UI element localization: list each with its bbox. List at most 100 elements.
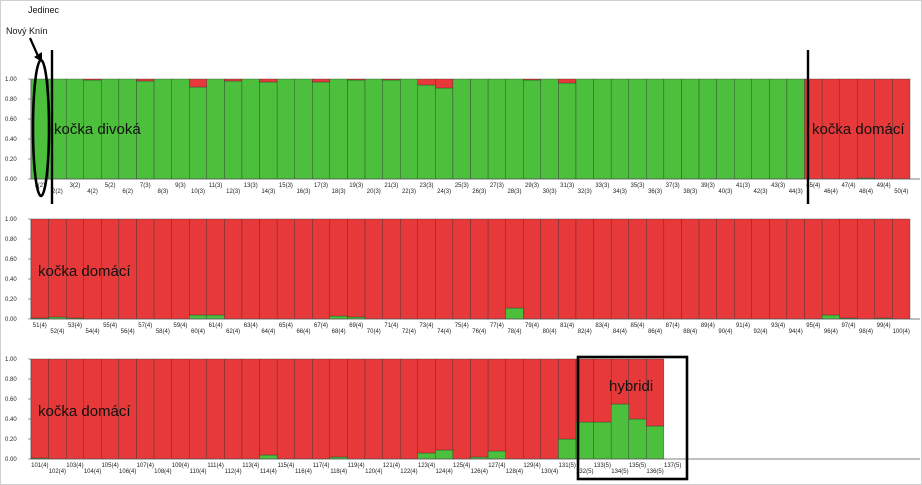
y-tick-label: 0.40 [5, 417, 17, 423]
bar-wild-35(3) [628, 78, 647, 180]
x-tick-label: 47(4) [841, 183, 855, 189]
x-tick-label: 77(4) [490, 323, 504, 329]
x-tick-label: 42(3) [754, 189, 768, 195]
x-tick-label: 18(3) [332, 189, 346, 195]
x-tick-label: 112(4) [225, 469, 242, 475]
x-tick-label: 62(4) [226, 329, 240, 335]
bar-wild-60(4) [189, 314, 207, 320]
bar-domestic-74(4) [435, 218, 454, 320]
bar-wild-114(4) [259, 454, 278, 460]
x-tick-label: 137(5) [664, 463, 681, 469]
bar-domestic-83(4) [593, 218, 612, 320]
bar-wild-96(4) [821, 314, 840, 320]
y-tick-label: 0.40 [5, 137, 17, 143]
bar-domestic-63(4) [241, 218, 260, 320]
bar-wild-32(3) [575, 78, 594, 180]
bar-domestic-31(3) [558, 78, 577, 84]
x-tick-label: 17(3) [314, 183, 328, 189]
x-tick-label: 32(3) [578, 189, 592, 195]
y-tick-label: 0.60 [5, 117, 17, 123]
x-tick-label: 129(4) [523, 463, 540, 469]
x-tick-label: 80(4) [543, 329, 557, 335]
y-tick-label: 0.20 [5, 297, 17, 303]
x-tick-label: 82(4) [578, 329, 592, 335]
note-line2: Nový Knín [6, 26, 48, 36]
bar-domestic-131(5) [558, 358, 577, 440]
x-tick-label: 45(4) [806, 183, 820, 189]
x-tick-label: 44(3) [789, 189, 803, 195]
x-tick-label: 113(4) [242, 463, 259, 469]
x-tick-label: 79(4) [525, 323, 539, 329]
bar-domestic-129(4) [523, 358, 541, 460]
x-tick-label: 102(4) [49, 469, 66, 475]
x-tick-label: 12(3) [226, 189, 240, 195]
bar-domestic-76(4) [470, 218, 489, 320]
bar-domestic-108(4) [153, 358, 172, 460]
y-tick-label: 0.80 [5, 237, 17, 243]
bar-domestic-92(4) [751, 218, 770, 320]
bar-domestic-100(4) [892, 218, 911, 320]
x-tick-label: 68(4) [332, 329, 346, 335]
pointer-arrow-line [28, 37, 40, 57]
x-tick-label: 69(4) [349, 323, 363, 329]
bar-domestic-70(4) [364, 218, 383, 320]
x-tick-label: 51(4) [33, 323, 47, 329]
bar-wild-34(3) [610, 78, 629, 180]
bar-wild-11(3) [206, 78, 225, 180]
bar-domestic-127(4) [487, 358, 506, 452]
x-tick-label: 67(4) [314, 323, 328, 329]
x-tick-label: 27(3) [490, 183, 504, 189]
x-tick-label: 23(3) [420, 183, 434, 189]
x-tick-label: 124(4) [435, 469, 452, 475]
bar-domestic-68(4) [329, 218, 348, 317]
bar-domestic-21(3) [382, 78, 401, 81]
bar-domestic-77(4) [487, 218, 506, 320]
x-tick-label: 34(3) [613, 189, 627, 195]
bar-wild-33(3) [593, 78, 612, 180]
hybrids-box [576, 355, 689, 481]
bar-domestic-136(5) [646, 358, 665, 427]
bar-domestic-124(4) [435, 358, 454, 451]
x-tick-label: 4(2) [87, 189, 98, 195]
bar-domestic-116(4) [294, 358, 313, 460]
x-tick-label: 105(4) [101, 463, 118, 469]
x-tick-label: 115(4) [277, 463, 294, 469]
x-tick-label: 95(4) [806, 323, 820, 329]
x-tick-label: 61(4) [209, 323, 223, 329]
bar-domestic-115(4) [276, 358, 295, 460]
bar-domestic-29(3) [523, 78, 541, 81]
bar-domestic-90(4) [716, 218, 735, 320]
bar-domestic-81(4) [558, 218, 577, 320]
x-tick-label: 135(5) [629, 463, 646, 469]
annotation-domestic-cat-2: kočka domácí [38, 263, 131, 280]
bar-wild-12(3) [224, 80, 243, 180]
bar-domestic-109(4) [171, 358, 190, 460]
x-tick-label: 41(3) [736, 183, 750, 189]
bar-domestic-130(4) [540, 358, 559, 460]
x-tick-label: 100(4) [893, 329, 910, 335]
x-tick-label: 59(4) [173, 323, 187, 329]
bar-domestic-69(4) [347, 218, 366, 318]
bar-domestic-66(4) [294, 218, 313, 320]
bar-domestic-126(4) [470, 358, 489, 458]
bar-domestic-80(4) [540, 218, 559, 320]
x-tick-label: 64(4) [261, 329, 275, 335]
bar-domestic-112(4) [224, 358, 243, 460]
bar-domestic-118(4) [329, 358, 348, 458]
bar-wild-134(5) [610, 403, 629, 460]
annotation-domestic-cat-1: kočka domácí [812, 121, 905, 138]
x-tick-label: 48(4) [859, 189, 873, 195]
bar-wild-123(4) [417, 452, 436, 460]
x-tick-label: 121(4) [383, 463, 400, 469]
bar-domestic-19(3) [347, 78, 366, 81]
x-tick-label: 134(5) [611, 469, 628, 475]
bar-wild-44(3) [786, 78, 805, 180]
x-tick-label: 120(4) [365, 469, 382, 475]
bar-domestic-85(4) [628, 218, 647, 320]
x-tick-label: 37(3) [666, 183, 680, 189]
y-tick-label: 1.00 [5, 77, 17, 83]
x-tick-label: 89(4) [701, 323, 715, 329]
bar-wild-78(4) [505, 307, 524, 320]
x-tick-label: 85(4) [631, 323, 645, 329]
